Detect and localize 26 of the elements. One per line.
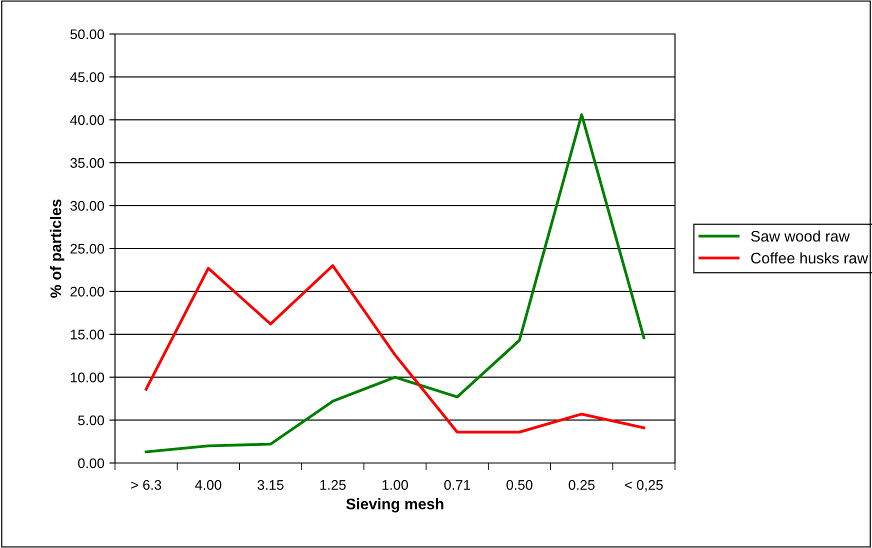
legend-label: Saw wood raw [751,230,850,242]
legend-label: Coffee husks raw [751,252,868,264]
y-tick-label: 35.00 [70,158,104,168]
y-tick-label: 15.00 [70,330,104,340]
y-tick-label: 5.00 [78,415,104,426]
y-axis-title: % of particles [50,199,64,298]
y-tick-label: 20.00 [70,286,104,297]
x-tick-label: 4.00 [195,480,222,490]
y-tick-label: 10.00 [70,372,104,382]
y-tick-label: 25.00 [70,244,104,254]
x-tick-label: 0.50 [506,480,532,490]
x-tick-label: 3.15 [258,480,284,490]
x-tick-label: 1.25 [320,480,346,490]
y-tick-label: 45.00 [70,72,104,82]
y-tick-label: 0.00 [78,458,104,468]
x-tick-label: 1.00 [382,480,408,490]
x-tick-label: 0.71 [444,480,470,490]
y-tick-label: 40.00 [70,115,104,125]
x-tick-label: < 0,25 [625,480,663,492]
y-tick-label: 30.00 [70,200,104,211]
x-tick-label: 0.25 [568,480,595,490]
line-series [144,113,646,454]
x-tick-label: > 6.3 [131,480,162,490]
y-tick-label: 50.00 [70,29,104,40]
line-series [144,264,646,434]
x-axis-title: Sieving mesh [346,498,444,512]
